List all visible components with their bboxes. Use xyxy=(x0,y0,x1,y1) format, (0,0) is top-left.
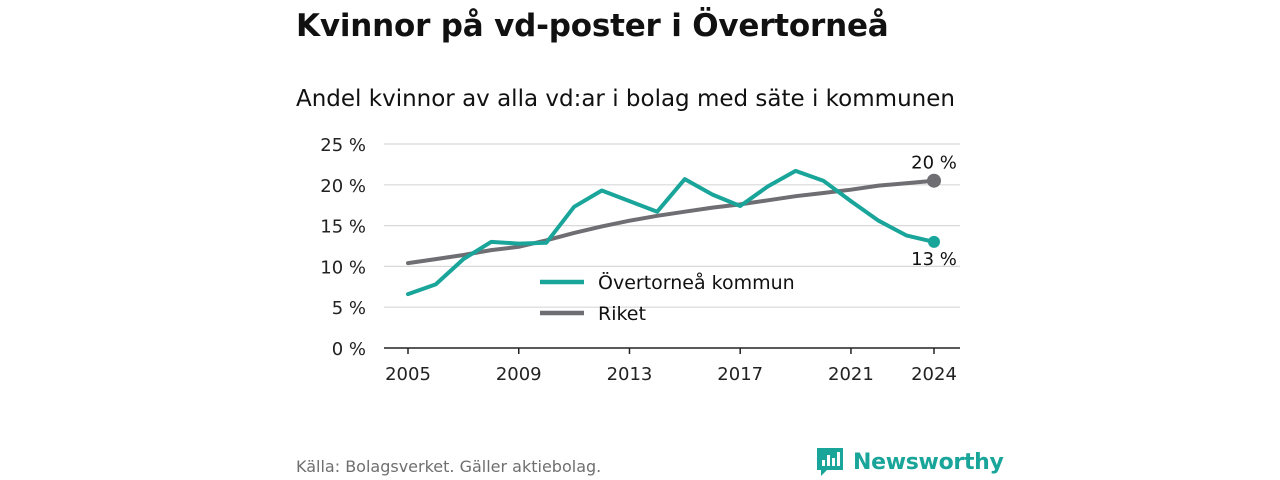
end-label-riket: 20 % xyxy=(911,153,957,174)
brand-name: Newsworthy xyxy=(853,449,1004,475)
end-marker-riket xyxy=(927,173,941,188)
x-tick-label: 2021 xyxy=(828,364,874,385)
x-tick-label: 2005 xyxy=(385,364,431,385)
end-marker-overtornea xyxy=(928,235,940,248)
x-tick-label: 2024 xyxy=(911,364,957,385)
source-note: Källa: Bolagsverket. Gäller aktiebolag. xyxy=(296,457,602,476)
chart-subtitle: Andel kvinnor av alla vd:ar i bolag med … xyxy=(296,86,955,112)
y-tick-label: 15 % xyxy=(320,217,366,238)
series-line-overtornea xyxy=(406,168,936,297)
series-line-riket xyxy=(406,178,936,266)
chart-title: Kvinnor på vd-poster i Övertorneå xyxy=(296,8,889,44)
x-tick-label: 2017 xyxy=(717,364,763,385)
y-tick-label: 10 % xyxy=(320,257,366,278)
end-label-overtornea: 13 % xyxy=(911,249,957,270)
brand-logo[interactable]: Newsworthy xyxy=(815,446,1004,478)
y-tick-label: 5 % xyxy=(332,298,366,319)
bar-chart-logo-icon xyxy=(817,448,843,476)
y-tick-label: 25 % xyxy=(320,135,366,156)
y-tick-label: 20 % xyxy=(320,176,366,197)
x-tick-label: 2013 xyxy=(607,364,653,385)
legend-label-overtornea: Övertorneå kommun xyxy=(598,271,795,294)
y-tick-label: 0 % xyxy=(332,339,366,360)
legend-label-riket: Riket xyxy=(598,303,646,325)
x-tick-label: 2009 xyxy=(496,364,542,385)
